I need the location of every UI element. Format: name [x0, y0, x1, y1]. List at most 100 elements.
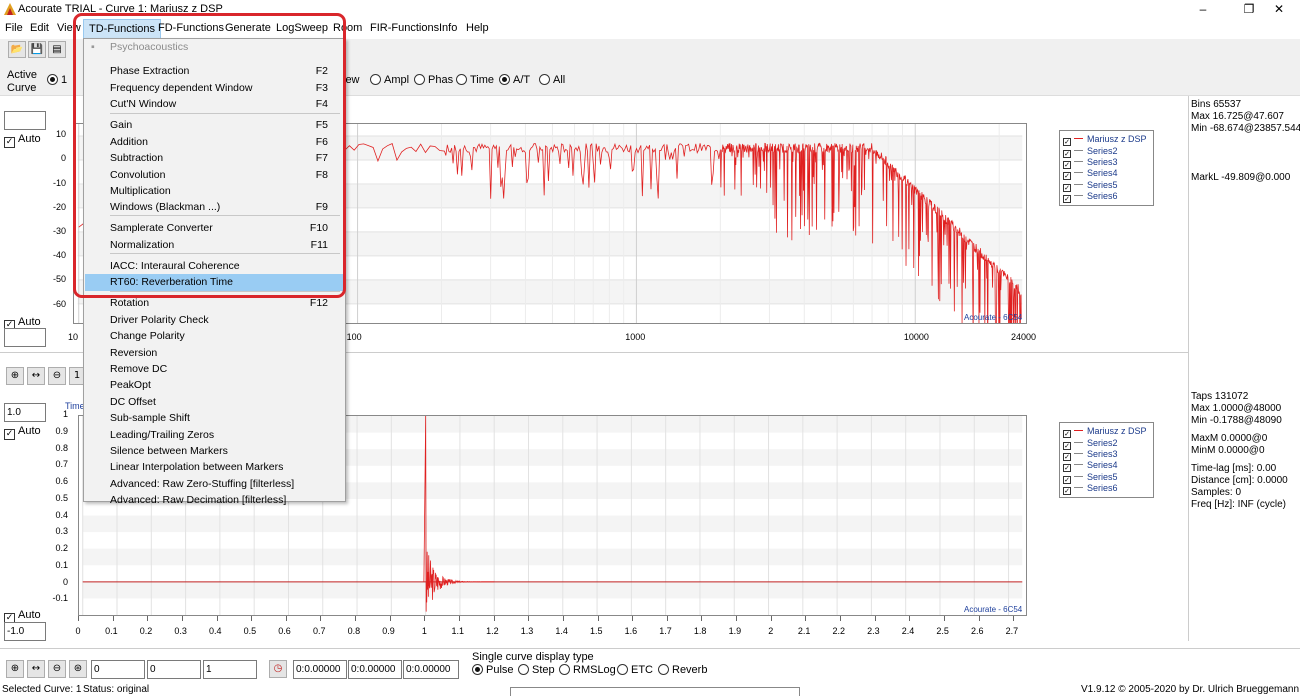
zoom-out-icon[interactable]: ⊖: [48, 660, 66, 678]
zoom-in-icon[interactable]: ⊕: [6, 367, 24, 385]
zoom-horizontal-icon[interactable]: ↔: [27, 660, 45, 678]
display-pulse-radio[interactable]: Pulse: [472, 664, 514, 676]
menu-generate[interactable]: Generate: [225, 22, 271, 34]
view-ampl-radio[interactable]: Ampl: [370, 74, 409, 86]
clock-icon[interactable]: ◷: [269, 660, 287, 678]
menu-item-reversion[interactable]: Reversion: [110, 347, 158, 359]
zoom-in-icon[interactable]: ⊕: [6, 660, 24, 678]
impulse-response-plot[interactable]: [78, 415, 1027, 616]
menu-room[interactable]: Room: [333, 22, 363, 34]
menu-item-dc-offset[interactable]: DC Offset: [110, 396, 156, 408]
close-button[interactable]: ✕: [1273, 2, 1285, 16]
menu-item-peakopt[interactable]: PeakOpt: [110, 379, 151, 391]
top-auto-bottom-checkbox[interactable]: ✓ Auto: [4, 316, 41, 331]
y-tick-label: 0.1: [55, 559, 68, 570]
bins-readout: Bins 65537: [1191, 99, 1242, 110]
time-field-3[interactable]: 0:0.00000: [403, 660, 459, 679]
legend-item[interactable]: ✓ Series5: [1063, 472, 1118, 484]
target-icon[interactable]: ⊛: [69, 660, 87, 678]
legend-item[interactable]: ✓ Series6: [1063, 483, 1118, 495]
legend-item[interactable]: ✓ Series3: [1063, 449, 1118, 461]
menu-item-remove-dc[interactable]: Remove DC: [110, 363, 168, 375]
x-tick-mark: [493, 616, 495, 621]
menu-file[interactable]: File: [5, 22, 23, 34]
menu-item-iacc-interaural-coherence[interactable]: IACC: Interaural Coherence: [110, 260, 240, 272]
legend-item[interactable]: ✓ Series4: [1063, 460, 1118, 472]
menu-item-advanced-raw-zero-stuffing-filterless[interactable]: Advanced: Raw Zero-Stuffing [filterless]: [110, 478, 295, 490]
bottom-ymin-input[interactable]: -1.0: [4, 622, 46, 641]
menu-item-windows-blackman[interactable]: Windows (Blackman ...) F9: [85, 199, 344, 216]
menu-help[interactable]: Help: [466, 22, 489, 34]
menu-item-change-polarity[interactable]: Change Polarity: [110, 330, 185, 342]
maximize-button[interactable]: ❐: [1243, 2, 1255, 16]
menu-item-convolution[interactable]: Convolution F8: [85, 167, 344, 184]
menu-info[interactable]: Info: [439, 22, 458, 34]
legend-item[interactable]: ✓ Series4: [1063, 168, 1118, 180]
range-start-input[interactable]: 0: [91, 660, 145, 679]
menu-logsweep[interactable]: LogSweep: [276, 22, 328, 34]
time-field-1[interactable]: 0:0.00000: [293, 660, 347, 679]
menu-item-multiplication[interactable]: Multiplication: [110, 185, 171, 197]
y-tick-label: -60: [52, 298, 66, 309]
y-tick-label: 0.8: [55, 442, 68, 453]
x-tick-label: 2.1: [797, 626, 811, 636]
top-ymin-input[interactable]: [4, 328, 46, 347]
menu-item-sub-sample-shift[interactable]: Sub-sample Shift: [110, 412, 190, 424]
menu-item-frequency-dependent-window[interactable]: Frequency dependent Window F3: [85, 80, 344, 97]
display-reverb-radio[interactable]: Reverb: [658, 664, 707, 676]
menu-edit[interactable]: Edit: [30, 22, 49, 34]
menu-item-cut-n-window[interactable]: Cut'N Window F4: [85, 96, 344, 113]
menu-fd-functions[interactable]: FD-Functions: [158, 22, 225, 34]
view-time-radio[interactable]: Time: [456, 74, 494, 86]
menu-item-leading-trailing-zeros[interactable]: Leading/Trailing Zeros: [110, 429, 215, 441]
bottom-auto-bottom-checkbox[interactable]: ✓ Auto: [4, 609, 41, 624]
top-ymax-input[interactable]: [4, 111, 46, 130]
x-tick-label: 10000: [903, 332, 929, 342]
timelag-readout: Time-lag [ms]: 0.00: [1191, 463, 1277, 474]
legend-item[interactable]: ✓ Mariusz z DSP: [1063, 426, 1147, 438]
menu-item-rt60-reverberation-time[interactable]: RT60: Reverberation Time: [85, 274, 344, 291]
display-etc-radio[interactable]: ETC: [617, 664, 653, 676]
open-file-icon[interactable]: 📂: [8, 41, 26, 58]
y-tick-label: -0.1: [52, 593, 68, 604]
view-all-radio[interactable]: All: [539, 74, 565, 86]
menu-item-driver-polarity-check[interactable]: Driver Polarity Check: [110, 314, 209, 326]
active-curve-radio-1[interactable]: 1: [47, 74, 67, 86]
zoom-horizontal-icon[interactable]: ↔: [27, 367, 45, 385]
range-step-input[interactable]: 1: [203, 660, 257, 679]
menu-item-samplerate-converter[interactable]: Samplerate Converter F10: [85, 220, 344, 237]
legend-item[interactable]: ✓ Series2: [1063, 146, 1118, 158]
menu-item-linear-interpolation-between-markers[interactable]: Linear Interpolation between Markers: [110, 461, 284, 473]
view-phas-radio[interactable]: Phas: [414, 74, 453, 86]
zoom-out-icon[interactable]: ⊖: [48, 367, 66, 385]
menu-item-gain[interactable]: Gain F5: [85, 117, 344, 134]
menu-item-phase-extraction[interactable]: Phase Extraction F2: [85, 63, 344, 80]
legend-item[interactable]: ✓ Mariusz z DSP: [1063, 134, 1147, 146]
display-step-radio[interactable]: Step: [518, 664, 555, 676]
properties-icon[interactable]: ▤: [48, 41, 66, 58]
display-rmslog-radio[interactable]: RMSLog: [559, 664, 616, 676]
menu-fir-functions[interactable]: FIR-Functions: [370, 22, 440, 34]
menu-td-functions[interactable]: TD-Functions: [83, 19, 162, 39]
view-at-radio[interactable]: A/T: [499, 74, 530, 86]
bottom-ymax-input[interactable]: 1.0: [4, 403, 46, 422]
legend-item[interactable]: ✓ Series2: [1063, 438, 1118, 450]
taps-readout: Taps 131072: [1191, 391, 1249, 402]
menu-item-rotation[interactable]: Rotation F12: [85, 295, 344, 312]
top-auto-top-checkbox[interactable]: ✓ Auto: [4, 133, 41, 148]
menu-item-silence-between-markers[interactable]: Silence between Markers: [110, 445, 228, 457]
save-icon[interactable]: 💾: [28, 41, 46, 58]
bottom-auto-top-checkbox[interactable]: ✓ Auto: [4, 425, 41, 440]
legend-item[interactable]: ✓ Series3: [1063, 157, 1118, 169]
x-tick-label: 1000: [625, 332, 646, 342]
menu-item-subtraction[interactable]: Subtraction F7: [85, 150, 344, 167]
minimize-button[interactable]: –: [1199, 2, 1207, 16]
legend-item[interactable]: ✓ Series5: [1063, 180, 1118, 192]
range-end-input[interactable]: 0: [147, 660, 201, 679]
time-field-2[interactable]: 0:0.00000: [348, 660, 402, 679]
legend-item[interactable]: ✓ Series6: [1063, 191, 1118, 203]
menu-item-addition[interactable]: Addition F6: [85, 134, 344, 151]
menu-item-normalization[interactable]: Normalization F11: [85, 237, 344, 254]
x-tick-mark: [112, 616, 114, 621]
menu-item-advanced-raw-decimation-filterless[interactable]: Advanced: Raw Decimation [filterless]: [110, 494, 287, 506]
